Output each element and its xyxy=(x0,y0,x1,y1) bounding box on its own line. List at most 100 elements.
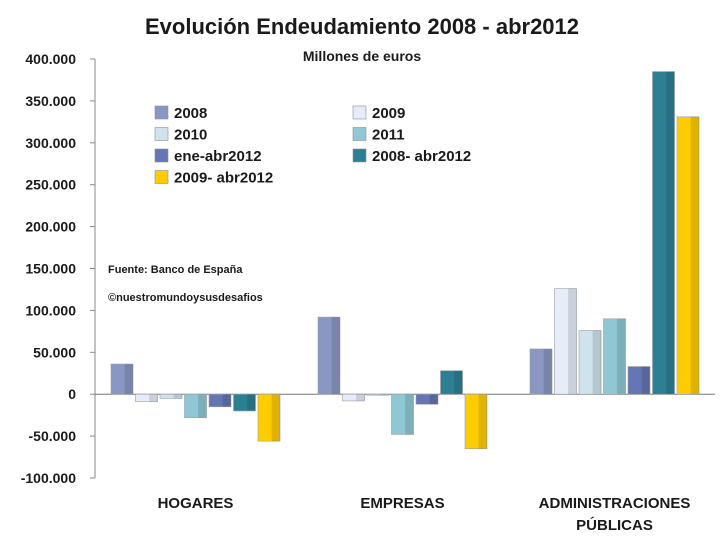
bar-shade xyxy=(222,394,231,407)
bar xyxy=(603,318,626,395)
bar-body xyxy=(627,366,651,395)
bar-body xyxy=(135,393,158,403)
legend-label: 2009 xyxy=(372,105,405,122)
legend-swatch xyxy=(352,127,367,141)
legend-label: 2008 xyxy=(174,105,207,122)
legend-label: 2009- abr2012 xyxy=(174,170,273,187)
category-label: ADMINISTRACIONES xyxy=(539,495,691,512)
bar-shade xyxy=(331,317,340,395)
bar xyxy=(578,330,602,395)
bar-body xyxy=(529,348,553,395)
y-tick-label: 400.000 xyxy=(25,51,76,67)
legend-swatch xyxy=(154,170,169,184)
bar-shade xyxy=(478,394,487,449)
bar-body xyxy=(110,363,134,395)
bar-shade xyxy=(592,330,601,395)
copyright-note: ©nuestromundoysusdesafios xyxy=(108,292,263,304)
legend-item: 2010 xyxy=(154,127,207,144)
bar xyxy=(233,393,256,412)
source-note: Fuente: Banco de España xyxy=(108,264,243,276)
legend-item: 2008 xyxy=(154,105,207,122)
legend-item: 2011 xyxy=(352,127,405,144)
y-tick-label: 50.000 xyxy=(33,344,76,360)
bar xyxy=(415,393,439,405)
bar-body xyxy=(464,393,488,449)
bar-shade xyxy=(247,394,256,411)
bar-shade xyxy=(617,318,626,395)
bar-shade xyxy=(690,116,699,395)
legend-label: 2011 xyxy=(372,127,405,144)
bar-body xyxy=(578,330,602,395)
legend: 2008 2009 2010 2011 ene-abr2012 2008- abr2012… xyxy=(154,105,471,187)
legend-item: 2008- abr2012 xyxy=(352,148,471,165)
legend-label: 2008- abr2012 xyxy=(372,148,471,165)
bar-body xyxy=(554,288,577,395)
bar-body xyxy=(391,393,414,435)
category-label: PÚBLICAS xyxy=(576,516,653,534)
bar-shade xyxy=(568,288,577,395)
bar-shade xyxy=(380,394,389,396)
bar-shade xyxy=(198,394,207,418)
y-tick-label: -100.000 xyxy=(21,470,76,486)
bar-body xyxy=(317,316,341,395)
y-tick-label: 100.000 xyxy=(25,302,76,318)
bar-body xyxy=(440,370,463,395)
y-tick-label: 250.000 xyxy=(25,177,76,193)
legend-item: ene-abr2012 xyxy=(154,148,262,165)
legend-swatch xyxy=(352,105,367,120)
bar-shade xyxy=(543,348,552,395)
bar xyxy=(464,393,488,449)
legend-swatch xyxy=(154,127,169,141)
category-label: HOGARES xyxy=(158,495,234,512)
legend-item: 2009- abr2012 xyxy=(154,170,273,187)
bar xyxy=(391,393,414,435)
bar-body xyxy=(603,318,626,395)
bar-shade xyxy=(405,394,414,435)
y-tick-label: 150.000 xyxy=(25,261,76,277)
bar xyxy=(366,393,390,396)
bar xyxy=(317,316,341,395)
bar-body xyxy=(366,393,390,396)
chart-subtitle: Millones de euros xyxy=(303,48,421,64)
bar xyxy=(652,71,675,395)
plot-area: 400.000 350.000 300.000 250.000 200.000 150.0… xyxy=(21,51,715,534)
bar-shade xyxy=(666,71,675,395)
category-labels: HOGARES EMPRESAS ADMINISTRACIONES PÚBLICAS xyxy=(158,495,691,534)
bar xyxy=(208,393,232,408)
y-tick-label: 200.000 xyxy=(25,219,76,235)
legend-swatch xyxy=(352,148,367,163)
bar xyxy=(184,393,207,418)
bar xyxy=(440,370,463,395)
bar-shade xyxy=(149,394,158,402)
y-axis-ticks: 400.000 350.000 300.000 250.000 200.000 150.0… xyxy=(21,51,95,486)
bar xyxy=(627,366,651,395)
y-tick-label: 350.000 xyxy=(25,93,76,109)
bar-body xyxy=(233,393,256,412)
bar xyxy=(554,288,577,395)
bar-shade xyxy=(429,394,438,405)
bar xyxy=(159,393,183,399)
bar-body xyxy=(184,393,207,418)
bar xyxy=(342,393,365,402)
chart-title: Evolución Endeudamiento 2008 - abr2012 xyxy=(145,14,579,39)
bar-body xyxy=(342,393,365,402)
bar-shade xyxy=(124,364,133,395)
bar-shade xyxy=(271,394,280,442)
bars xyxy=(110,71,700,449)
bar-body xyxy=(257,393,281,442)
bar-shade xyxy=(173,394,182,399)
bar-shade xyxy=(356,394,365,401)
y-tick-label: -50.000 xyxy=(29,428,77,444)
bar-body xyxy=(159,393,183,399)
bar xyxy=(676,116,700,395)
y-tick-label: 300.000 xyxy=(25,135,76,151)
bar xyxy=(529,348,553,395)
y-tick-label: 0 xyxy=(68,386,76,402)
legend-swatch xyxy=(154,105,169,120)
bar-body xyxy=(652,71,675,395)
bar xyxy=(110,363,134,395)
legend-label: 2010 xyxy=(174,127,207,144)
legend-item: 2009 xyxy=(352,105,405,122)
bar xyxy=(257,393,281,442)
